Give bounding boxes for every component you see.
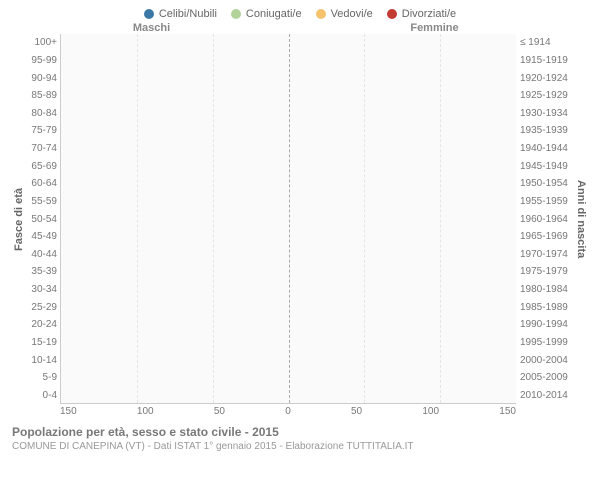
pyramid-row bbox=[61, 122, 516, 140]
pyramid-row bbox=[61, 210, 516, 228]
ytick-age: 5-9 bbox=[26, 369, 60, 387]
xtick: 50 bbox=[351, 406, 362, 417]
pyramid-row bbox=[61, 69, 516, 87]
legend-swatch bbox=[387, 9, 397, 19]
pyramid-row bbox=[61, 368, 516, 386]
ytick-age: 80-84 bbox=[26, 105, 60, 123]
pyramid-row bbox=[61, 227, 516, 245]
ytick-age: 15-19 bbox=[26, 334, 60, 352]
legend-label: Divorziati/e bbox=[402, 8, 456, 20]
xtick: 50 bbox=[214, 406, 225, 417]
y-axis-label-right: Anni di nascita bbox=[574, 34, 588, 404]
plot-area bbox=[60, 34, 516, 404]
legend-swatch bbox=[316, 9, 326, 19]
ytick-age: 60-64 bbox=[26, 175, 60, 193]
ytick-age: 0-4 bbox=[26, 387, 60, 405]
column-headers: Maschi Femmine bbox=[12, 22, 588, 34]
ytick-age: 40-44 bbox=[26, 246, 60, 264]
xtick: 150 bbox=[60, 406, 77, 417]
ytick-birth: 1945-1949 bbox=[520, 157, 574, 175]
pyramid-row bbox=[61, 315, 516, 333]
legend: Celibi/Nubili Coniugati/e Vedovi/e Divorzia… bbox=[12, 8, 588, 20]
ytick-age: 45-49 bbox=[26, 228, 60, 246]
chart-body: Fasce di età 100+95-9990-9485-8980-8475-… bbox=[12, 34, 588, 404]
legend-item: Celibi/Nubili bbox=[144, 8, 217, 20]
ytick-age: 25-29 bbox=[26, 298, 60, 316]
ytick-age: 10-14 bbox=[26, 351, 60, 369]
ytick-birth: 1995-1999 bbox=[520, 334, 574, 352]
ytick-birth: 1985-1989 bbox=[520, 298, 574, 316]
ytick-birth: 1930-1934 bbox=[520, 105, 574, 123]
ytick-birth: 1925-1929 bbox=[520, 87, 574, 105]
ytick-birth: ≤ 1914 bbox=[520, 34, 574, 52]
pyramid-row bbox=[61, 34, 516, 52]
footer: Popolazione per età, sesso e stato civil… bbox=[12, 425, 588, 452]
ytick-birth: 1990-1994 bbox=[520, 316, 574, 334]
legend-item: Vedovi/e bbox=[316, 8, 373, 20]
ytick-age: 20-24 bbox=[26, 316, 60, 334]
pyramid-row bbox=[61, 280, 516, 298]
ytick-age: 100+ bbox=[26, 34, 60, 52]
ytick-age: 55-59 bbox=[26, 193, 60, 211]
footer-subtitle: COMUNE DI CANEPINA (VT) - Dati ISTAT 1° … bbox=[12, 441, 588, 452]
pyramid-row bbox=[61, 157, 516, 175]
pyramid-row bbox=[61, 192, 516, 210]
ytick-age: 85-89 bbox=[26, 87, 60, 105]
pyramid-row bbox=[61, 104, 516, 122]
ytick-birth: 1975-1979 bbox=[520, 263, 574, 281]
legend-swatch bbox=[231, 9, 241, 19]
ytick-birth: 1940-1944 bbox=[520, 140, 574, 158]
ytick-birth: 1980-1984 bbox=[520, 281, 574, 299]
pyramid-row bbox=[61, 333, 516, 351]
x-ticks: 150 100 50 0 50 100 150 bbox=[60, 406, 516, 417]
ytick-age: 95-99 bbox=[26, 52, 60, 70]
pyramid-row bbox=[61, 386, 516, 404]
legend-swatch bbox=[144, 9, 154, 19]
xtick: 0 bbox=[285, 406, 291, 417]
footer-title: Popolazione per età, sesso e stato civil… bbox=[12, 425, 588, 439]
ytick-birth: 1920-1924 bbox=[520, 69, 574, 87]
pyramid-row bbox=[61, 87, 516, 105]
ytick-age: 90-94 bbox=[26, 69, 60, 87]
legend-label: Coniugati/e bbox=[246, 8, 302, 20]
pyramid-row bbox=[61, 350, 516, 368]
legend-label: Celibi/Nubili bbox=[159, 8, 217, 20]
ytick-age: 65-69 bbox=[26, 157, 60, 175]
ytick-age: 35-39 bbox=[26, 263, 60, 281]
pyramid-row bbox=[61, 175, 516, 193]
ytick-birth: 1955-1959 bbox=[520, 193, 574, 211]
ytick-birth: 1970-1974 bbox=[520, 246, 574, 264]
ytick-birth: 1950-1954 bbox=[520, 175, 574, 193]
ytick-birth: 1965-1969 bbox=[520, 228, 574, 246]
x-axis: 150 100 50 0 50 100 150 bbox=[12, 406, 588, 417]
legend-item: Coniugati/e bbox=[231, 8, 302, 20]
pyramid-row bbox=[61, 52, 516, 70]
legend-item: Divorziati/e bbox=[387, 8, 456, 20]
ytick-age: 30-34 bbox=[26, 281, 60, 299]
y-axis-label-left: Fasce di età bbox=[12, 34, 26, 404]
ytick-birth: 2000-2004 bbox=[520, 351, 574, 369]
xtick: 150 bbox=[499, 406, 516, 417]
ytick-age: 70-74 bbox=[26, 140, 60, 158]
xtick: 100 bbox=[137, 406, 154, 417]
ytick-birth: 1935-1939 bbox=[520, 122, 574, 140]
y-ticks-birth: ≤ 19141915-19191920-19241925-19291930-19… bbox=[516, 34, 574, 404]
y-ticks-age: 100+95-9990-9485-8980-8475-7970-7465-696… bbox=[26, 34, 60, 404]
header-male: Maschi bbox=[60, 22, 293, 34]
ytick-birth: 2005-2009 bbox=[520, 369, 574, 387]
ytick-birth: 1960-1964 bbox=[520, 210, 574, 228]
pyramid-row bbox=[61, 139, 516, 157]
pyramid-row bbox=[61, 245, 516, 263]
header-female: Femmine bbox=[293, 22, 526, 34]
ytick-birth: 2010-2014 bbox=[520, 387, 574, 405]
pyramid-row bbox=[61, 298, 516, 316]
pyramid-row bbox=[61, 263, 516, 281]
legend-label: Vedovi/e bbox=[331, 8, 373, 20]
ytick-age: 50-54 bbox=[26, 210, 60, 228]
xtick: 100 bbox=[422, 406, 439, 417]
ytick-age: 75-79 bbox=[26, 122, 60, 140]
ytick-birth: 1915-1919 bbox=[520, 52, 574, 70]
